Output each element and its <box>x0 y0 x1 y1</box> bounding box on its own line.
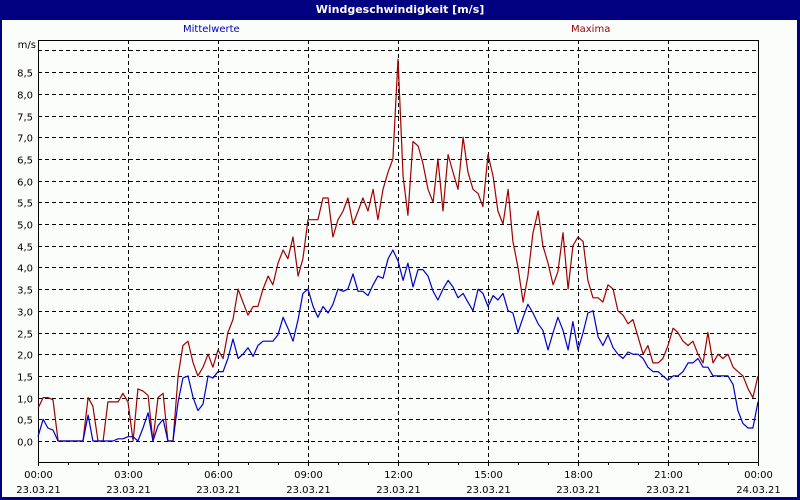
x-tick-date: 23.03.21 <box>646 485 691 496</box>
x-tick-time: 00:00 <box>744 470 773 481</box>
x-tick-time: 09:00 <box>294 470 323 481</box>
x-tick-time: 12:00 <box>384 470 413 481</box>
x-tick-time: 03:00 <box>114 470 143 481</box>
y-tick-label: 3,0 <box>17 308 33 319</box>
y-tick-label: 2,5 <box>17 330 33 341</box>
series-maxima <box>37 58 759 442</box>
x-tick-date: 23.03.21 <box>286 485 331 496</box>
plot-frame <box>38 40 759 463</box>
y-axis-unit: m/s <box>18 40 36 51</box>
x-tick-time: 00:00 <box>24 470 53 481</box>
x-tick-date: 23.03.21 <box>556 485 601 496</box>
x-tick-time: 06:00 <box>204 470 233 481</box>
y-tick-label: 8,0 <box>17 91 33 102</box>
x-tick-date: 23.03.21 <box>376 485 421 496</box>
y-tick-label: 8,5 <box>17 69 33 80</box>
y-tick-label: 0,5 <box>17 416 33 427</box>
x-tick-time: 15:00 <box>474 470 503 481</box>
x-tick-date: 23.03.21 <box>16 485 61 496</box>
y-tick-label: 3,5 <box>17 286 33 297</box>
chart-title: Windgeschwindigkeit [m/s] <box>315 3 485 16</box>
y-tick-label: 6,0 <box>17 178 33 189</box>
x-tick-date: 24.03.21 <box>736 485 781 496</box>
y-tick-label: 4,5 <box>17 243 33 254</box>
y-tick-label: 4,0 <box>17 264 33 275</box>
x-tick-date: 23.03.21 <box>196 485 241 496</box>
x-tick-date: 23.03.21 <box>106 485 151 496</box>
y-tick-label: 1,5 <box>17 373 33 384</box>
y-tick-label: 7,5 <box>17 113 33 124</box>
y-tick-label: 7,0 <box>17 134 33 145</box>
y-tick-label: 1,0 <box>17 395 33 406</box>
y-tick-label: 5,5 <box>17 199 33 210</box>
legend-mean: Mittelwerte <box>183 24 240 35</box>
y-tick-label: 2,0 <box>17 351 33 362</box>
y-tick-label: 0,0 <box>17 438 33 449</box>
series-mittelwerte <box>37 249 759 442</box>
y-tick-label: 5,0 <box>17 221 33 232</box>
x-tick-time: 18:00 <box>564 470 593 481</box>
legend-max: Maxima <box>571 24 611 35</box>
x-tick-time: 21:00 <box>654 470 683 481</box>
x-tick-date: 23.03.21 <box>466 485 511 496</box>
y-tick-label: 6,5 <box>17 156 33 167</box>
